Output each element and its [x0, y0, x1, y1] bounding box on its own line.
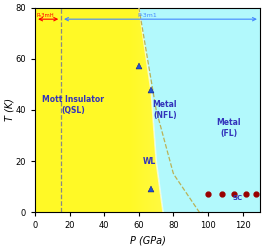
Text: WL: WL	[143, 156, 156, 166]
Text: R-3mH: R-3mH	[37, 13, 55, 18]
Text: Metal
(FL): Metal (FL)	[216, 118, 241, 138]
Text: P-3m1: P-3m1	[138, 13, 157, 18]
Text: SC: SC	[232, 195, 242, 201]
X-axis label: P (GPa): P (GPa)	[130, 236, 166, 246]
Text: Mott Insulator
(QSL): Mott Insulator (QSL)	[42, 95, 104, 114]
Y-axis label: T (K): T (K)	[4, 98, 14, 122]
Text: Metal
(NFL): Metal (NFL)	[153, 100, 177, 120]
